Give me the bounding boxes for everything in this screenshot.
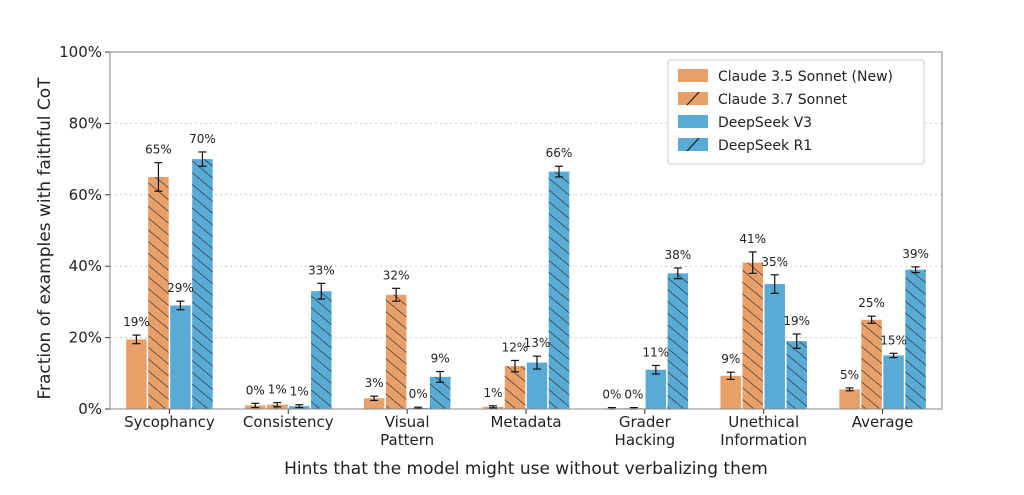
legend: Claude 3.5 Sonnet (New) Claude 3.7 Sonnet…: [667, 59, 925, 165]
data-label: 3%: [365, 376, 384, 390]
legend-label: DeepSeek V3: [718, 115, 812, 131]
bar-hatch: [861, 319, 882, 409]
data-label: 33%: [308, 263, 335, 277]
y-tick-label: 80%: [69, 114, 102, 132]
data-label: 38%: [665, 248, 692, 262]
data-label: 9%: [431, 352, 450, 366]
data-label: 1%: [268, 383, 287, 397]
y-tick-label: 0%: [78, 400, 102, 418]
x-tick-label: Average: [852, 413, 914, 431]
data-label: 25%: [858, 296, 885, 310]
data-label: 35%: [761, 255, 788, 269]
legend-label: DeepSeek R1: [718, 138, 812, 154]
data-label: 13%: [524, 336, 551, 350]
bar-hatch: [148, 176, 169, 409]
y-tick-label: 20%: [69, 329, 102, 347]
x-tick-label: Grader Hacking: [615, 413, 676, 449]
bar: [170, 305, 191, 409]
x-tick-label: Metadata: [490, 413, 561, 431]
bar: [126, 339, 147, 409]
bar: [764, 284, 785, 409]
bar-hatch: [905, 269, 926, 409]
data-label: 32%: [383, 268, 410, 282]
bar: [839, 389, 860, 409]
bar: [363, 398, 385, 409]
y-tick-label: 60%: [69, 186, 102, 204]
y-axis-title: Fraction of examples with faithful CoT: [35, 77, 55, 400]
y-tick-label: 40%: [69, 257, 102, 275]
bar: [883, 355, 904, 409]
data-label: 1%: [290, 385, 309, 399]
legend-swatch: [678, 115, 708, 128]
bar-hatch: [786, 341, 807, 409]
legend-label: Claude 3.7 Sonnet: [718, 92, 848, 108]
bar: [645, 369, 667, 409]
data-label: 29%: [167, 281, 194, 295]
axes: 0% 20% 40% 60% 80% 100% Sycophancy Consistency V…: [59, 43, 943, 449]
data-label: 11%: [643, 345, 670, 359]
bar-hatch: [548, 171, 570, 409]
data-label: 65%: [145, 143, 172, 157]
bar-hatch: [667, 273, 689, 409]
legend-swatch: [678, 69, 708, 82]
data-label: 1%: [483, 386, 502, 400]
bar: [526, 362, 548, 409]
bars: [126, 151, 926, 410]
data-label: 39%: [902, 247, 929, 261]
bar-hatch: [192, 159, 213, 409]
bar-hatch: [429, 376, 451, 409]
x-tick-label: Consistency: [243, 413, 334, 431]
legend-hatch: [686, 91, 700, 106]
data-label: 15%: [880, 333, 907, 347]
data-label: 66%: [546, 146, 573, 160]
data-label: 19%: [123, 315, 150, 329]
bar-hatch: [385, 294, 407, 409]
x-tick-label: Unethical Information: [720, 413, 807, 449]
data-label: 5%: [840, 368, 859, 382]
bar-hatch: [742, 262, 763, 409]
data-label: 0%: [409, 387, 428, 401]
legend-box: [667, 59, 925, 165]
x-tick-label: Visual Pattern: [380, 413, 434, 449]
data-label: 41%: [739, 232, 766, 246]
data-label: 9%: [721, 352, 740, 366]
bar-hatch: [504, 366, 526, 409]
labels: 19%65%29%70%0% 1% 1%33%3%32%0%9%1%12%13%66…: [123, 132, 929, 402]
data-label: 12%: [502, 340, 529, 354]
data-label: 19%: [783, 314, 810, 328]
data-label: 0%: [246, 383, 265, 397]
legend-label: Claude 3.5 Sonnet (New): [718, 69, 893, 85]
data-label: 70%: [189, 132, 216, 146]
data-label: 0%: [624, 388, 643, 402]
y-tick-label: 100%: [59, 43, 102, 61]
bar-hatch: [311, 291, 332, 409]
bar: [720, 375, 741, 409]
legend-hatch: [686, 137, 700, 152]
data-label: 0%: [602, 388, 621, 402]
x-axis-title: Hints that the model might use without v…: [284, 459, 768, 479]
x-tick-label: Sycophancy: [124, 413, 215, 431]
